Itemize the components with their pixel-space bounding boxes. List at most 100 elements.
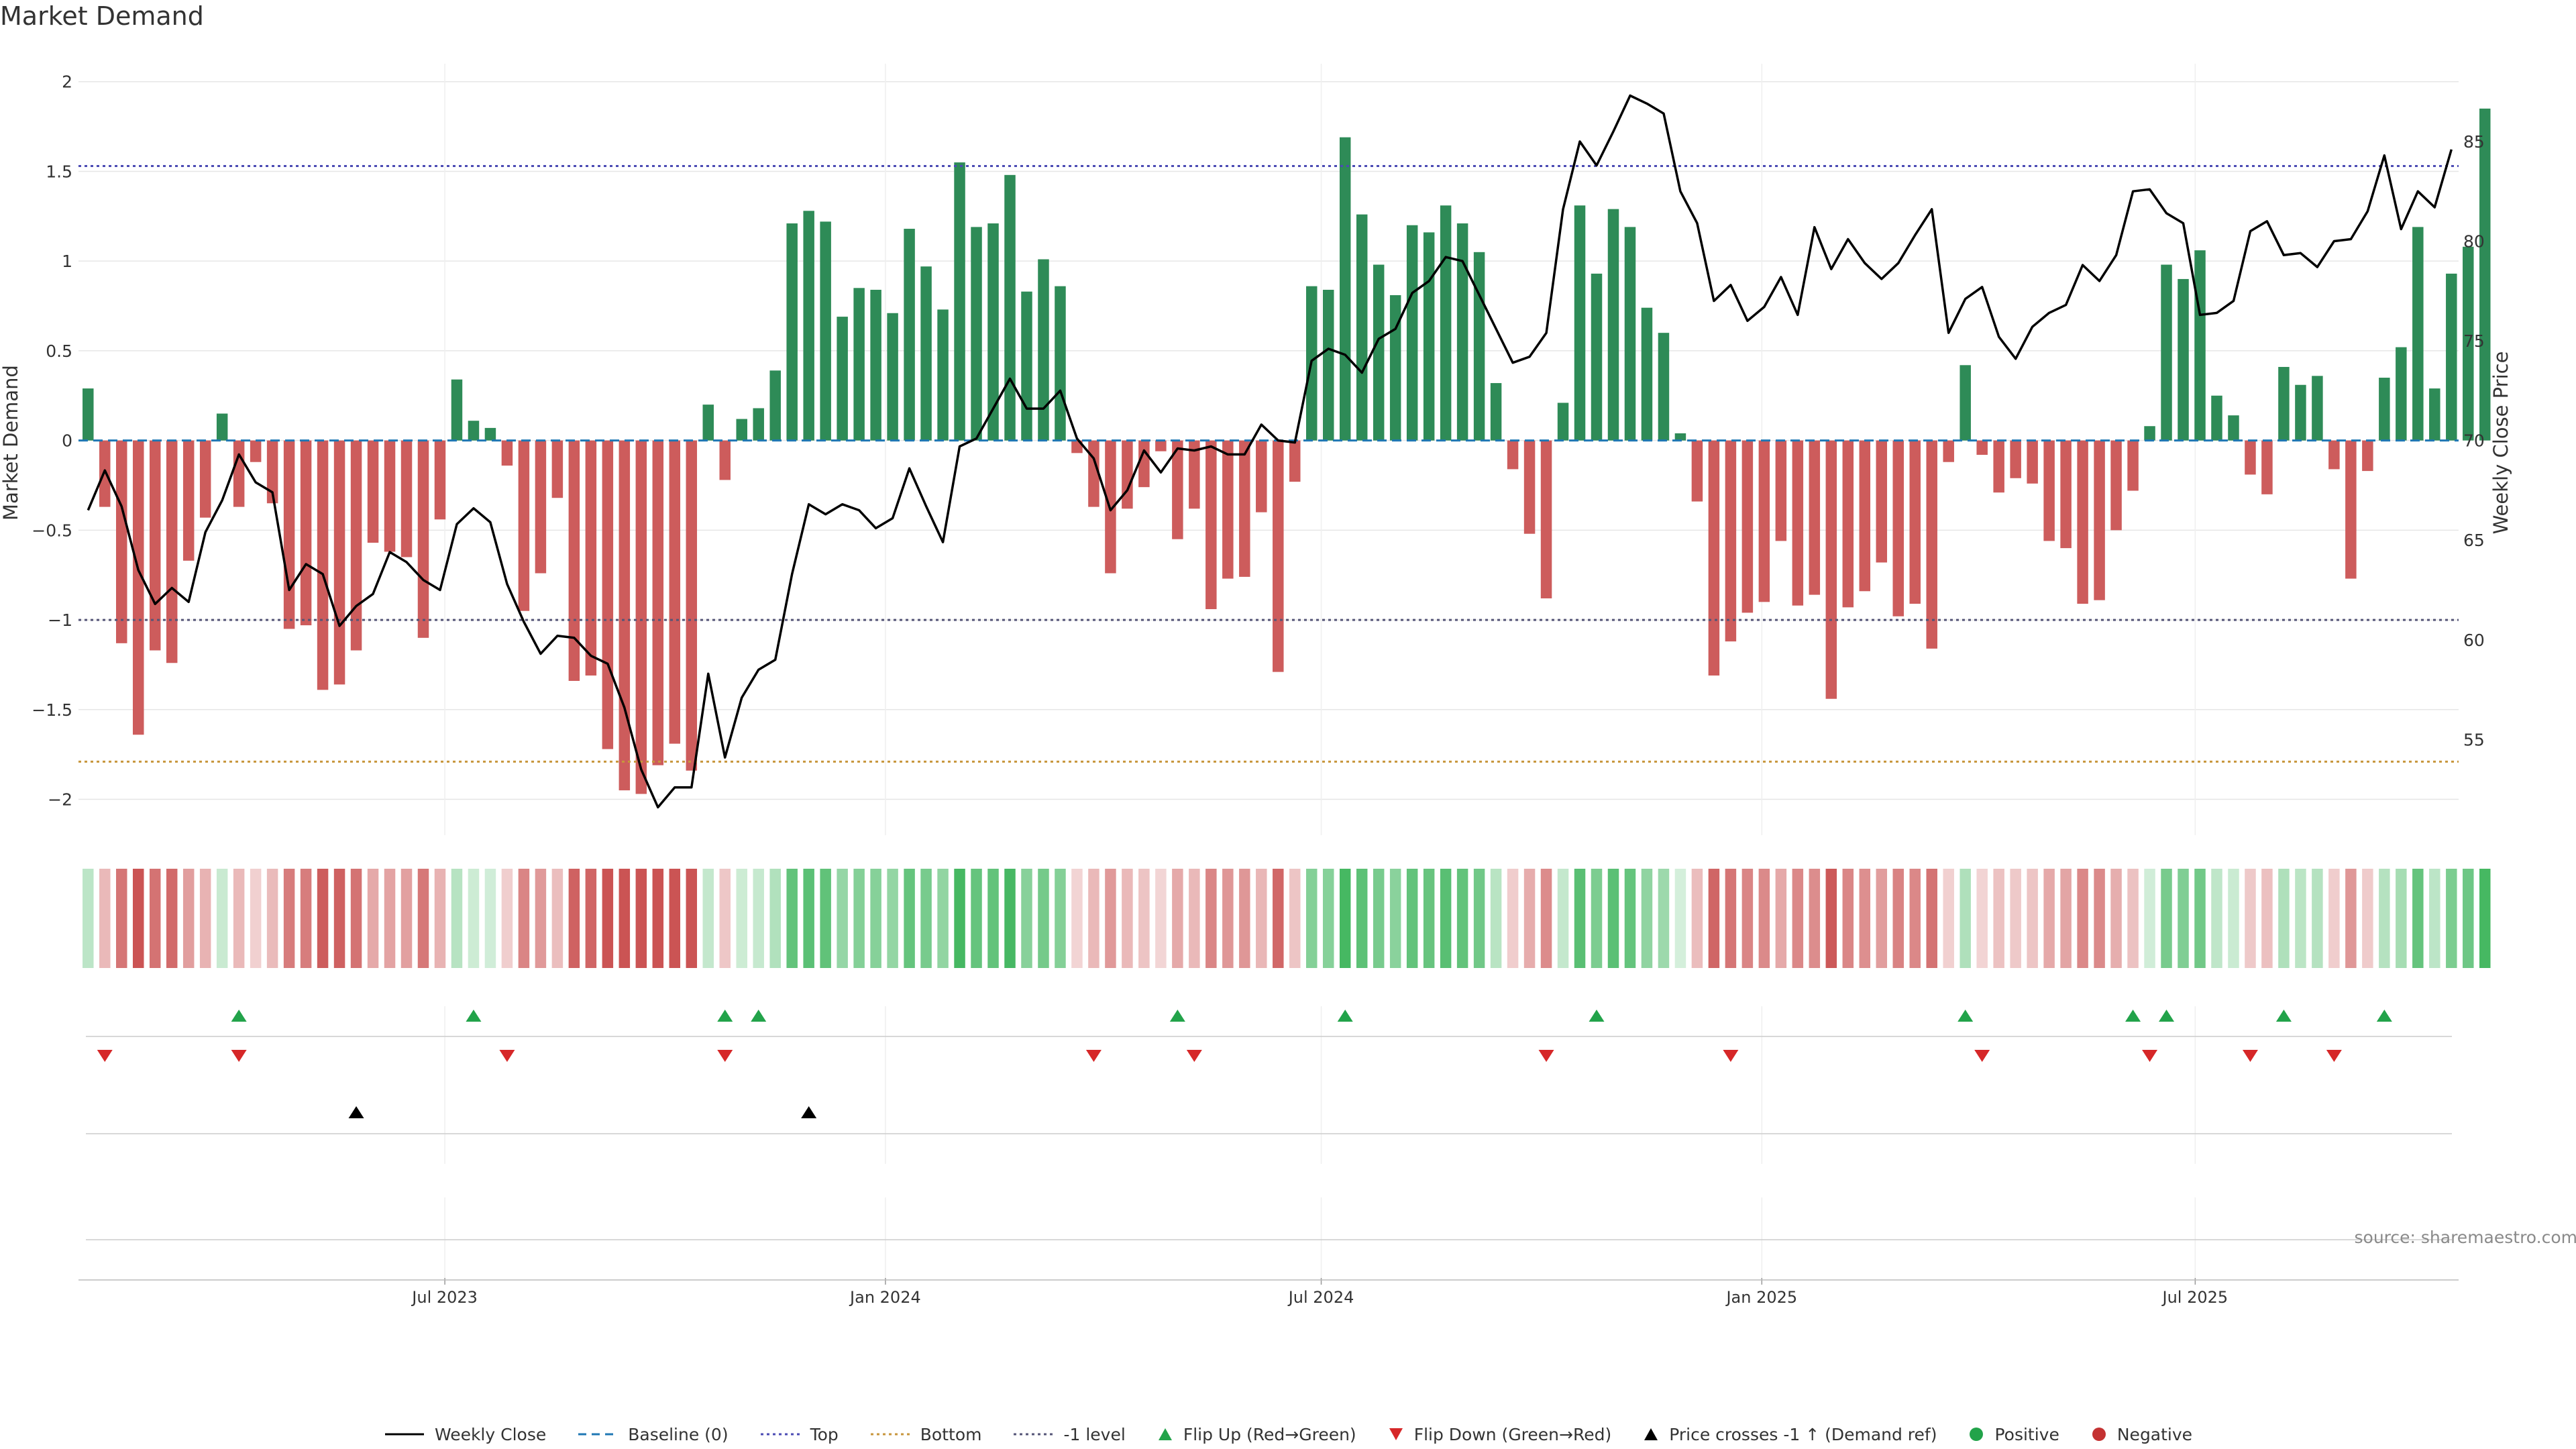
- demand-bar: [116, 440, 127, 643]
- heat-cell: [1758, 869, 1770, 968]
- legend-label: Price crosses -1 ↑ (Demand ref): [1669, 1424, 1937, 1444]
- heat-cell: [652, 869, 664, 968]
- cross-up-marker: [348, 1106, 364, 1118]
- heat-cell: [568, 869, 580, 968]
- heat-cell: [1389, 869, 1401, 968]
- heat-cell: [1306, 869, 1318, 968]
- heat-cell: [1708, 869, 1720, 968]
- heat-cell: [1055, 869, 1066, 968]
- legend-symbol: [1389, 1428, 1403, 1440]
- y-tick-label: 1: [62, 252, 72, 271]
- y2-tick-label: 60: [2463, 631, 2485, 650]
- heat-cell: [400, 869, 413, 968]
- heat-cell: [182, 869, 195, 968]
- flip-up-marker: [466, 1010, 482, 1022]
- legend-item: Top: [759, 1425, 839, 1444]
- heat-cell: [1322, 869, 1334, 968]
- demand-bar: [1960, 365, 1971, 441]
- heat-cell: [333, 869, 345, 968]
- demand-bar: [1356, 214, 1368, 441]
- demand-bar: [937, 309, 949, 441]
- demand-bar: [132, 440, 144, 735]
- x-tick-label: Jan 2024: [849, 1288, 921, 1307]
- heat-cell: [149, 869, 161, 968]
- heat-cell: [2110, 869, 2122, 968]
- chart-title: Market Demand: [0, 1, 204, 31]
- heat-cell: [2396, 869, 2407, 968]
- demand-bar: [535, 440, 547, 574]
- heat-cell: [2094, 869, 2105, 968]
- heat-cell: [769, 869, 781, 968]
- heat-cell: [250, 869, 262, 968]
- heat-cell: [2479, 869, 2491, 968]
- heat-cell: [786, 869, 798, 968]
- legend-item: Positive: [1968, 1425, 2059, 1444]
- demand-bar: [1339, 137, 1351, 441]
- demand-bar: [216, 413, 228, 441]
- demand-bar: [1842, 440, 1854, 608]
- flip-up-marker: [1957, 1010, 1974, 1022]
- legend-symbol: [1014, 1433, 1053, 1436]
- heat-cell: [501, 869, 513, 968]
- demand-bar: [367, 440, 379, 543]
- heat-cell: [1122, 869, 1133, 968]
- demand-bar: [1172, 440, 1183, 539]
- source-label: source: sharemaestro.com: [2355, 1228, 2576, 1247]
- heat-cell: [2178, 869, 2189, 968]
- heat-cell: [2379, 869, 2390, 968]
- heat-cell: [384, 869, 396, 968]
- heat-cell: [83, 869, 94, 968]
- heat-cell: [216, 869, 228, 968]
- heat-cell: [1557, 869, 1569, 968]
- heat-cell: [954, 869, 965, 968]
- demand-bar: [1624, 227, 1636, 441]
- demand-bar: [1708, 440, 1720, 676]
- legend-label: Flip Up (Red→Green): [1183, 1424, 1356, 1444]
- legend-item: Flip Down (Green→Red): [1387, 1425, 1611, 1444]
- demand-bar: [1222, 440, 1234, 579]
- heat-cell: [2043, 869, 2055, 968]
- legend-symbol: [2092, 1428, 2106, 1441]
- heat-cell: [1105, 869, 1116, 968]
- heat-cell: [1473, 869, 1485, 968]
- y-tick-label: −0.5: [32, 521, 72, 540]
- demand-bar: [1809, 440, 1821, 595]
- demand-bar: [1607, 209, 1619, 441]
- heat-cell: [1490, 869, 1502, 968]
- heat-cell: [719, 869, 731, 968]
- heat-cell: [1842, 869, 1854, 968]
- heat-cell: [2245, 869, 2256, 968]
- heat-cell: [635, 869, 647, 968]
- heat-cell: [2027, 869, 2038, 968]
- heat-cell: [535, 869, 547, 968]
- demand-bar: [2463, 246, 2474, 441]
- y2-tick-label: 85: [2463, 132, 2485, 152]
- demand-bar: [1825, 440, 1837, 699]
- demand-bar: [568, 440, 580, 681]
- demand-bar: [719, 440, 731, 480]
- demand-bar: [1189, 440, 1200, 509]
- flip-down-marker: [717, 1050, 733, 1062]
- y-tick-label: 0.5: [46, 341, 72, 361]
- heat-cell: [2077, 869, 2088, 968]
- legend-item: -1 level: [1012, 1425, 1126, 1444]
- heat-cell: [551, 869, 564, 968]
- demand-bar: [1490, 383, 1502, 441]
- demand-bar: [1021, 291, 1032, 441]
- demand-bar: [1540, 440, 1552, 598]
- demand-bar: [1205, 440, 1217, 610]
- flip-up-marker: [1337, 1010, 1353, 1022]
- demand-bar: [1507, 440, 1519, 470]
- demand-bar: [451, 379, 463, 441]
- demand-bar: [182, 440, 195, 561]
- heat-cell: [2144, 869, 2155, 968]
- demand-bar: [501, 440, 513, 466]
- heat-cell: [1456, 869, 1468, 968]
- demand-bar: [2479, 108, 2491, 441]
- heat-cell: [1356, 869, 1368, 968]
- legend-label: Top: [810, 1424, 839, 1444]
- heat-cell: [1507, 869, 1519, 968]
- demand-bar: [2396, 347, 2407, 441]
- heat-cell: [2295, 869, 2306, 968]
